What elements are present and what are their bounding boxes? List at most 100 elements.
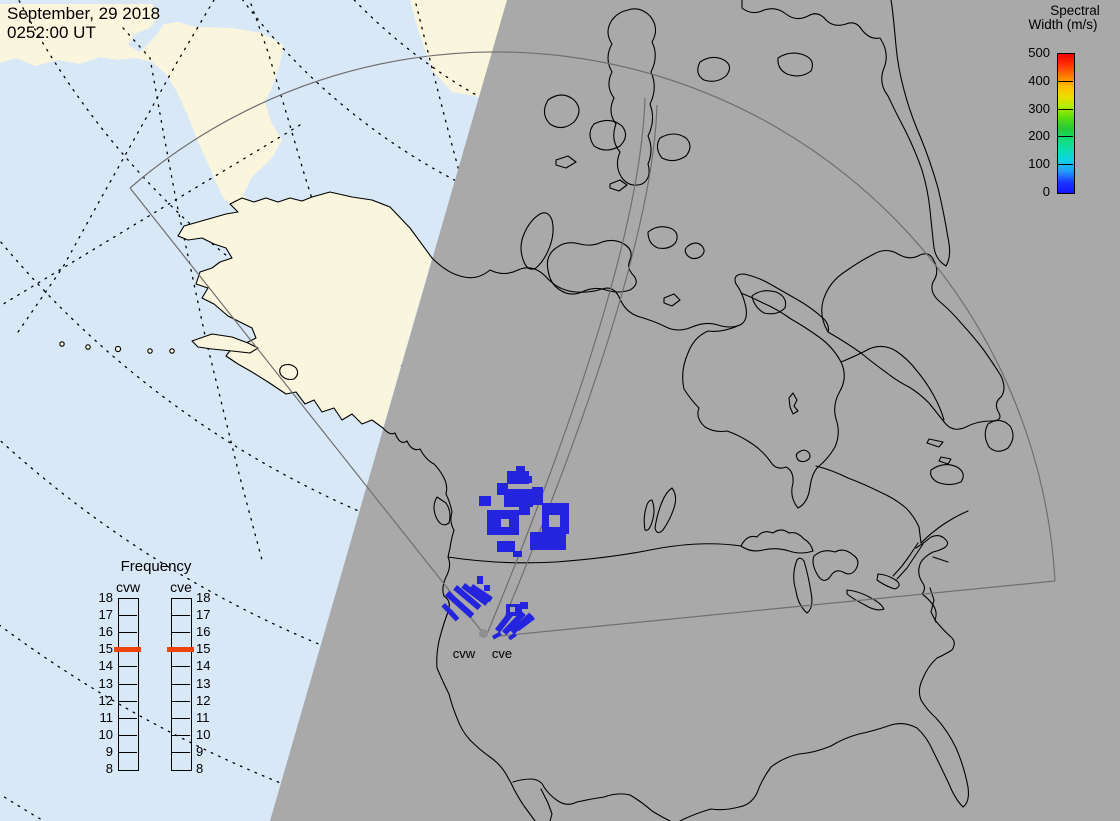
frequency-scale-value: 14 bbox=[196, 658, 211, 674]
frequency-scale-value: 16 bbox=[98, 624, 113, 640]
frequency-scale-value: 18 bbox=[196, 590, 211, 605]
frequency-cell-line bbox=[119, 684, 137, 685]
frequency-scale-value: 18 bbox=[98, 590, 113, 605]
radar-fov-outline bbox=[129, 51, 1056, 637]
frequency-scale-value: 12 bbox=[196, 692, 211, 708]
echo-patch bbox=[513, 551, 522, 557]
land-northeast-wedge bbox=[410, 0, 507, 97]
frequency-cell-line bbox=[119, 718, 137, 719]
timestamp-date: September, 29 2018 bbox=[7, 4, 161, 23]
timestamp: September, 29 2018 0252:00 UT bbox=[7, 4, 160, 42]
frequency-scale-value: 17 bbox=[196, 607, 211, 623]
frequency-scale-value: 14 bbox=[98, 658, 113, 674]
echo-patch bbox=[508, 632, 517, 641]
frequency-cell-line bbox=[172, 701, 190, 702]
island-aleutian bbox=[169, 348, 175, 354]
echo-patch bbox=[524, 476, 532, 483]
colorbar-segment-line bbox=[1057, 164, 1073, 166]
frequency-scale-bar bbox=[118, 598, 139, 771]
frequency-cell-line bbox=[119, 735, 137, 736]
frequency-scale-value: 17 bbox=[98, 607, 113, 623]
land-chukotka bbox=[0, 4, 283, 212]
echo-patch bbox=[497, 541, 515, 552]
colorbar bbox=[1057, 53, 1075, 194]
alaska-coastline bbox=[177, 191, 433, 429]
radar-label-cve: cve bbox=[491, 646, 513, 661]
echo-patch bbox=[532, 487, 543, 505]
radar-label-cvw: cvw bbox=[452, 646, 476, 661]
island-st-lawrence bbox=[191, 333, 259, 354]
frequency-selected-marker bbox=[167, 647, 194, 652]
island-aleutian bbox=[147, 348, 153, 354]
frequency-scale-value: 15 bbox=[98, 641, 113, 657]
colorbar-title-line2: Width (m/s) bbox=[1028, 17, 1098, 32]
echo-patch bbox=[507, 471, 529, 484]
echo-patch bbox=[504, 489, 533, 507]
frequency-scale-bar bbox=[171, 598, 192, 771]
night-region bbox=[270, 0, 1120, 821]
fov-right-edge bbox=[499, 580, 1056, 637]
frequency-scale-value: 10 bbox=[98, 726, 113, 742]
fov-left-edge bbox=[129, 187, 484, 634]
graticule-meridian-line bbox=[17, 0, 215, 333]
frequency-column-header-cve: cve bbox=[170, 579, 192, 595]
echo-patch bbox=[484, 585, 490, 591]
frequency-scale-value: 8 bbox=[105, 761, 113, 776]
frequency-cell-line bbox=[172, 718, 190, 719]
frequency-cell-line bbox=[172, 615, 190, 616]
fov-middle-edge-cvw bbox=[486, 97, 646, 635]
frequency-cell-line bbox=[119, 752, 137, 753]
frequency-scale-value: 15 bbox=[196, 641, 211, 657]
frequency-scale-value: 9 bbox=[196, 743, 204, 759]
timestamp-time: 0252:00 UT bbox=[7, 23, 96, 42]
land-alaska-fill bbox=[178, 192, 432, 428]
echo-patch bbox=[519, 506, 530, 515]
frequency-scale-value: 13 bbox=[98, 675, 113, 691]
frequency-cell-line bbox=[172, 632, 190, 633]
frequency-panel-title: Frequency bbox=[120, 558, 192, 575]
echo-patch bbox=[497, 483, 508, 495]
frequency-scale-value: 8 bbox=[196, 761, 204, 776]
graticule-meridian-line bbox=[250, 3, 319, 219]
echo-patch bbox=[479, 496, 491, 506]
colorbar-tick-label: 0 bbox=[1042, 184, 1050, 199]
colorbar-segment-line bbox=[1057, 80, 1073, 82]
echo-patch bbox=[520, 602, 528, 609]
frequency-cell-line bbox=[172, 752, 190, 753]
echo-patch bbox=[516, 466, 525, 473]
frequency-cell-line bbox=[119, 615, 137, 616]
fov-outer-arc bbox=[129, 51, 1056, 582]
colorbar-tick-label: 200 bbox=[1028, 128, 1050, 144]
frequency-scale-value: 10 bbox=[196, 726, 211, 742]
frequency-cell-line bbox=[172, 684, 190, 685]
frequency-cell-line bbox=[119, 701, 137, 702]
echo-gap bbox=[510, 607, 515, 612]
colorbar-segment-line bbox=[1057, 136, 1073, 138]
frequency-cell-line bbox=[172, 666, 190, 667]
graticule-meridian-line bbox=[0, 124, 301, 307]
frequency-cell-line bbox=[119, 666, 137, 667]
frequency-scale-value: 11 bbox=[196, 709, 210, 725]
colorbar-tick-label: 300 bbox=[1028, 100, 1050, 116]
frequency-scale-value: 11 bbox=[99, 709, 114, 725]
frequency-scale-value: 13 bbox=[196, 675, 211, 691]
radar-site-dot bbox=[479, 629, 488, 638]
echo-patch bbox=[448, 610, 460, 622]
colorbar-tick-label: 500 bbox=[1028, 45, 1050, 60]
island-aleutian bbox=[114, 345, 122, 353]
frequency-column-header-cvw: cvw bbox=[115, 579, 141, 595]
colorbar-tick-label: 400 bbox=[1028, 72, 1050, 88]
frequency-cell-line bbox=[119, 632, 137, 633]
island-kodiak bbox=[279, 363, 299, 381]
frequency-scale-value: 9 bbox=[105, 743, 113, 759]
echo-gap bbox=[501, 519, 509, 527]
frequency-scale-value: 16 bbox=[196, 624, 211, 640]
echo-gap bbox=[549, 515, 560, 527]
colorbar-segment-line bbox=[1057, 108, 1073, 110]
frequency-cell-line bbox=[172, 735, 190, 736]
colorbar-title-line1: Spectral bbox=[1050, 3, 1100, 18]
island-aleutian bbox=[59, 341, 65, 347]
